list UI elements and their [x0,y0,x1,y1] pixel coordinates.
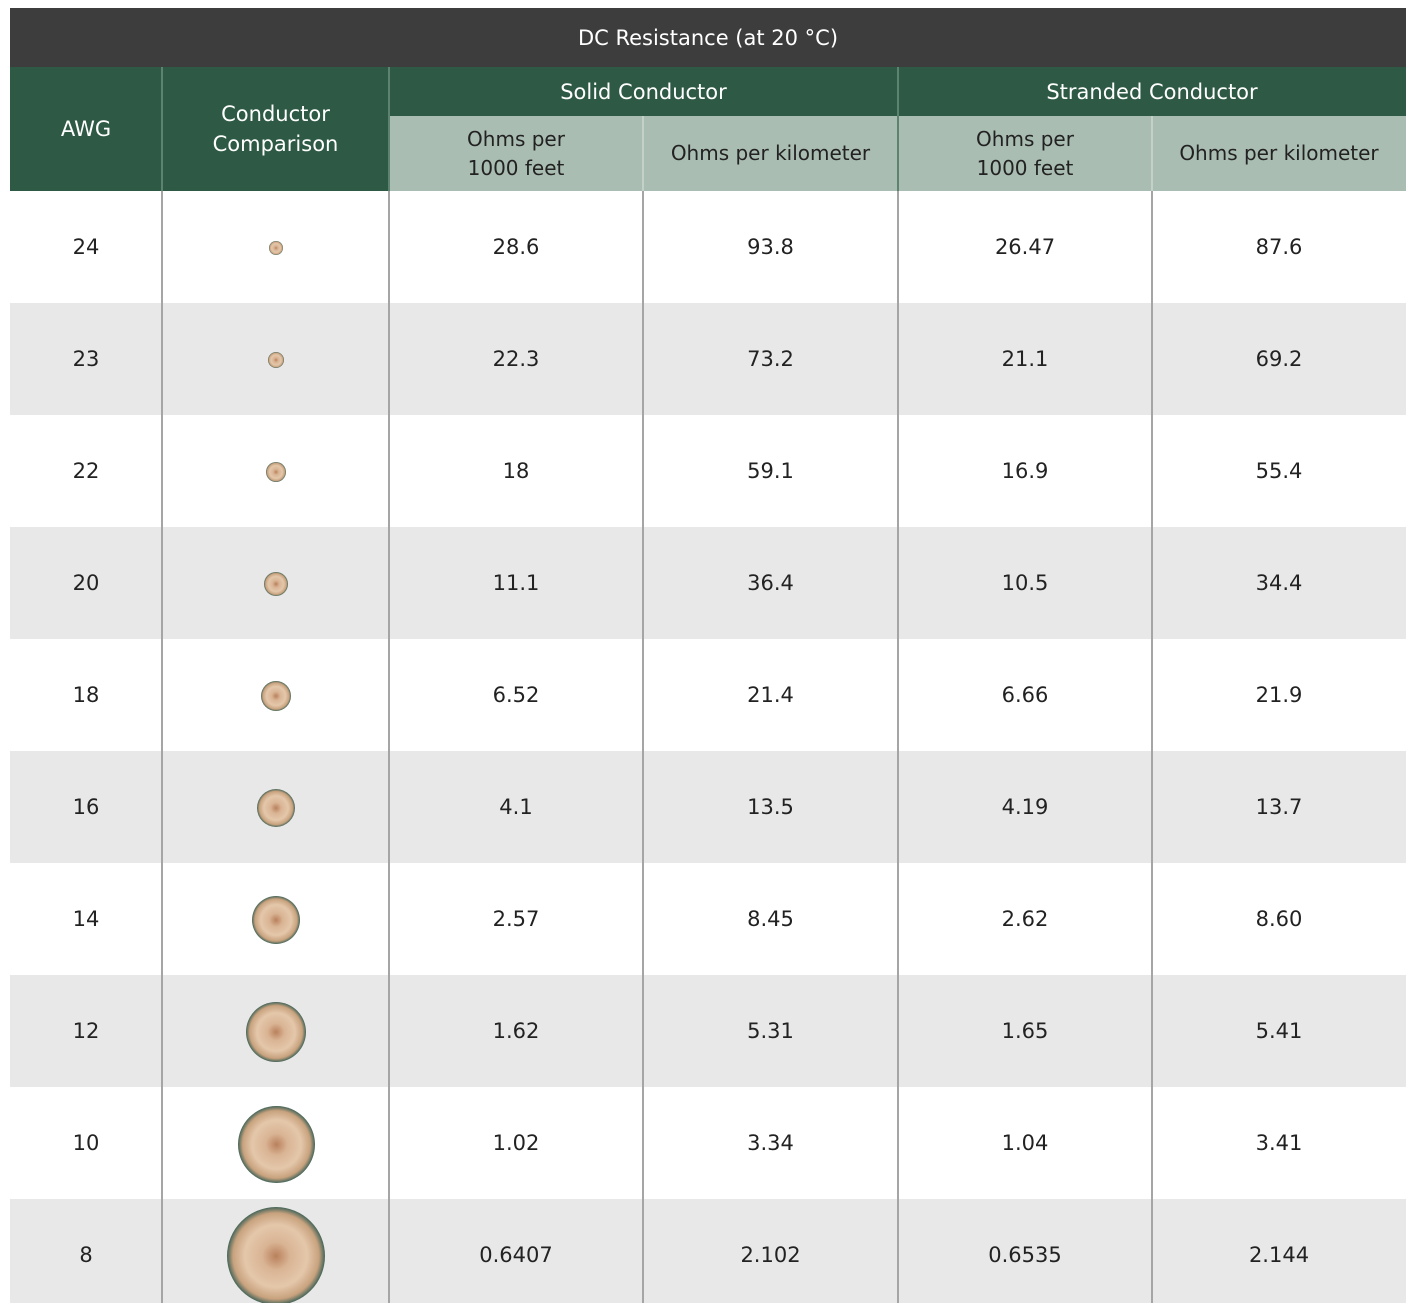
table-cell: 13.5 [747,795,794,819]
table-cell: 11.1 [492,571,540,595]
table-cell: 28.6 [492,235,540,259]
table-cell: 93.8 [747,235,794,259]
table-cell: 2.57 [492,907,540,931]
table-cell: 12 [72,1019,100,1043]
table-cell: 21.9 [1255,683,1303,707]
table-cell: 8.45 [747,907,794,931]
table-cell: 3.34 [747,1131,794,1155]
table-cell: 34.4 [1255,571,1303,595]
divider [388,191,390,1303]
column-header: AWG [10,67,162,191]
table-cell: 21.1 [1001,347,1049,371]
table-cell: 26.47 [994,235,1056,259]
subcolumn-header: Ohms per kilometer [1152,116,1406,191]
divider [897,191,899,1303]
table-cell: 5.31 [747,1019,794,1043]
table-cell: 1.62 [492,1019,540,1043]
subcolumn-header: Ohms per kilometer [643,116,898,191]
table-row [10,751,1406,863]
table-cell: 1.04 [1001,1131,1049,1155]
column-header: Conductor Comparison [162,67,389,191]
table-row [10,303,1406,415]
table-cell: 4.19 [1001,795,1049,819]
table-cell: 36.4 [747,571,794,595]
divider [897,67,899,191]
conductor-icon [264,572,288,596]
divider [1151,116,1153,191]
conductor-icon [227,1207,325,1303]
table-cell: 18 [72,683,100,707]
divider [1151,191,1153,1303]
table-cell: 14 [72,907,100,931]
table-cell: 0.6407 [479,1243,553,1267]
divider [388,67,390,191]
table-cell: 22 [72,459,100,483]
table-cell: 2.102 [740,1243,801,1267]
table-title: DC Resistance (at 20 °C) [10,8,1406,67]
conductor-icon [257,789,295,827]
group-header: Solid Conductor [389,67,898,116]
table-cell: 1.02 [492,1131,540,1155]
divider [161,191,163,1303]
table-cell: 2.62 [1001,907,1049,931]
table-cell: 10 [72,1131,100,1155]
conductor-icon [268,352,284,368]
group-header: Stranded Conductor [898,67,1406,116]
conductor-icon [237,1105,315,1183]
conductor-icon [252,896,300,944]
table-cell: 16.9 [1001,459,1049,483]
table-cell: 8.60 [1255,907,1303,931]
table-cell: 3.41 [1255,1131,1303,1155]
table-cell: 1.65 [1001,1019,1049,1043]
conductor-icon [266,462,286,482]
table-cell: 59.1 [747,459,794,483]
table-row [10,527,1406,639]
divider [161,67,163,191]
subcolumn-header: Ohms per 1000 feet [389,116,643,191]
table-cell: 10.5 [1001,571,1049,595]
divider [642,116,644,191]
table-cell: 6.52 [492,683,540,707]
divider [642,191,644,1303]
table-row [10,975,1406,1087]
table-cell: 55.4 [1255,459,1303,483]
conductor-icon [269,241,283,255]
table-cell: 23 [72,347,100,371]
table-cell: 6.66 [1001,683,1049,707]
table-cell: 87.6 [1255,235,1303,259]
table-cell: 8 [79,1243,93,1267]
subcolumn-header: Ohms per 1000 feet [898,116,1152,191]
table-cell: 16 [72,795,100,819]
table-cell: 20 [72,571,100,595]
table-cell: 5.41 [1255,1019,1303,1043]
table-cell: 22.3 [492,347,540,371]
conductor-icon [261,681,291,711]
table-cell: 69.2 [1255,347,1303,371]
table-cell: 18 [502,459,530,483]
table-cell: 0.6535 [988,1243,1062,1267]
table-cell: 13.7 [1255,795,1303,819]
table-cell: 21.4 [747,683,794,707]
table-cell: 24 [72,235,100,259]
table-cell: 2.144 [1248,1243,1310,1267]
table-cell: 4.1 [499,795,533,819]
conductor-icon [246,1002,306,1062]
table-cell: 73.2 [747,347,794,371]
